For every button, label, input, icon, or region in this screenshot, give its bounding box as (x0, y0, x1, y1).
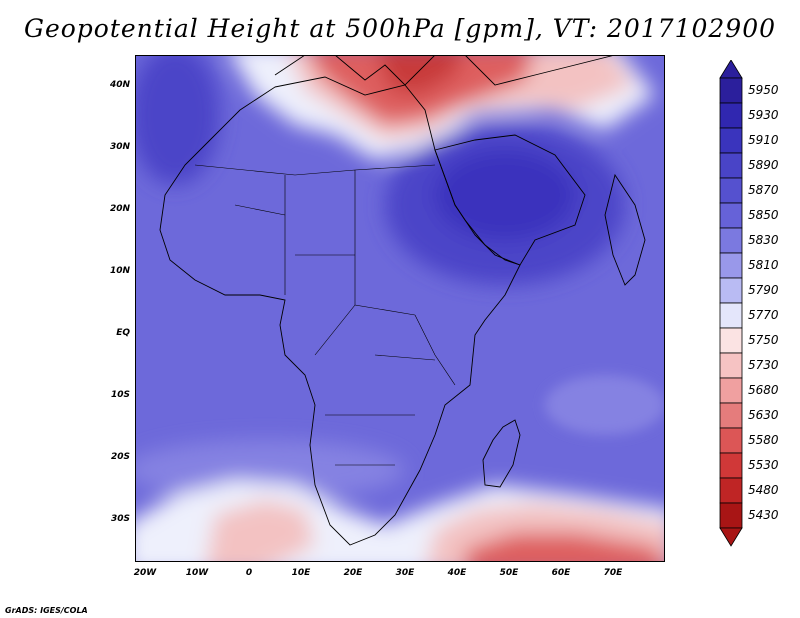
colorbar-swatch (719, 152, 743, 179)
lat-label-40n: 40N (109, 80, 130, 90)
grads-credit: GrADS: IGES/COLA (5, 606, 88, 615)
lat-label-10n: 10N (109, 266, 130, 276)
lat-label-30s: 30S (110, 514, 130, 524)
lat-label-30n: 30N (109, 142, 130, 152)
field-trough-south-red (465, 533, 665, 562)
colorbar-swatch (719, 277, 743, 304)
colorbar-swatch (719, 377, 743, 404)
colorbar-top-arrow (719, 60, 743, 79)
india-coastline (604, 173, 646, 286)
field-high-west (135, 55, 220, 185)
lon-label-10e: 10E (291, 568, 311, 578)
lat-label-20s: 20S (110, 452, 130, 462)
colorbar-swatch (719, 452, 743, 479)
colorbar-label: 5870 (748, 182, 779, 197)
lon-label-10w: 10W (185, 568, 209, 578)
colorbar-swatch (719, 252, 743, 279)
field-band-southeast (545, 375, 665, 435)
colorbar-swatch (719, 202, 743, 229)
madagascar-coastline (482, 419, 521, 488)
lon-label-60e: 60E (551, 568, 571, 578)
field-trough-southwest-pink (207, 500, 315, 562)
map-title: Geopotential Height at 500hPa [gpm], VT:… (23, 14, 777, 43)
colorbar-swatch (719, 327, 743, 354)
lon-label-0: 0 (245, 568, 253, 578)
colorbar-bottom-arrow (719, 527, 743, 547)
colorbar-label: 5830 (748, 232, 779, 247)
colorbar-swatch (719, 302, 743, 329)
colorbar-label: 5580 (748, 432, 779, 447)
colorbar-swatch (719, 477, 743, 504)
lat-label-10s: 10S (110, 390, 130, 400)
lat-label-eq: EQ (116, 328, 130, 338)
map-frame (135, 55, 665, 562)
lat-label-20n: 20N (109, 204, 130, 214)
lon-label-20w: 20W (133, 568, 157, 578)
arabia-coastline (434, 134, 586, 266)
colorbar-label: 5850 (748, 207, 779, 222)
colorbar-label: 5730 (748, 357, 779, 372)
colorbar-label: 5950 (748, 82, 779, 97)
country-borders (194, 164, 456, 466)
colorbar-label: 5790 (748, 282, 779, 297)
colorbar (719, 60, 743, 547)
field-high-arabia-core (435, 150, 575, 240)
colorbar-swatch (719, 77, 743, 104)
map-panel (135, 55, 665, 562)
colorbar-label: 5910 (748, 132, 779, 147)
colorbar-label: 5630 (748, 407, 779, 422)
lon-label-40e: 40E (447, 568, 467, 578)
field-ridge-south (135, 440, 405, 500)
coastlines (159, 55, 646, 546)
colorbar-label: 5680 (748, 382, 779, 397)
colorbar-label: 5890 (748, 157, 779, 172)
lon-label-50e: 50E (499, 568, 519, 578)
colorbar-swatch (719, 127, 743, 154)
lon-label-30e: 30E (395, 568, 415, 578)
lon-label-70e: 70E (603, 568, 623, 578)
geopotential-map (135, 55, 665, 562)
field-trough-north-deep (378, 55, 462, 95)
colorbar-swatch (719, 102, 743, 129)
colorbar-label: 5930 (748, 107, 779, 122)
colorbar-swatch (719, 402, 743, 429)
colorbar-swatch (719, 502, 743, 529)
colorbar-label: 5750 (748, 332, 779, 347)
colorbar-swatch (719, 352, 743, 379)
europe-coastline (274, 55, 616, 86)
colorbar-label: 5530 (748, 457, 779, 472)
colorbar-swatch (719, 427, 743, 454)
colorbar-swatch (719, 177, 743, 204)
colorbar-label: 5480 (748, 482, 779, 497)
colorbar-label: 5770 (748, 307, 779, 322)
lon-label-20e: 20E (343, 568, 363, 578)
colorbar-label: 5810 (748, 257, 779, 272)
colorbar-swatch (719, 227, 743, 254)
colorbar-label: 5430 (748, 507, 779, 522)
